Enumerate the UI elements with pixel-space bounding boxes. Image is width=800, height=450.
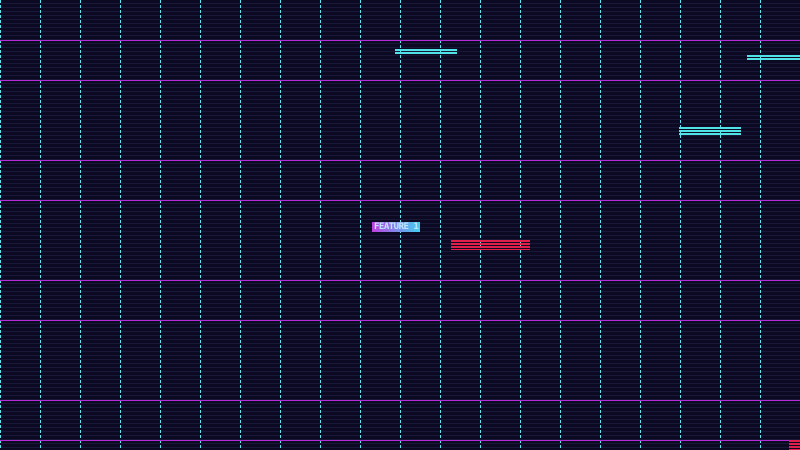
grid-line-vertical [320, 0, 321, 450]
grid-line-vertical [560, 0, 561, 450]
grid-line-horizontal [0, 160, 800, 161]
grid-line-vertical [440, 0, 441, 450]
grid-line-vertical [120, 0, 121, 450]
grid-line-vertical [600, 0, 601, 450]
grid-line-vertical [200, 0, 201, 450]
grid-line-horizontal [0, 200, 800, 201]
grid-line-vertical [80, 0, 81, 450]
grid-line-vertical [240, 0, 241, 450]
hazard-red [789, 440, 800, 450]
platform-cyan [395, 49, 457, 55]
hazard-red [451, 240, 530, 250]
grid-line-vertical [760, 0, 761, 450]
grid-line-vertical [40, 0, 41, 450]
grid-line-horizontal [0, 320, 800, 321]
grid-line-vertical [280, 0, 281, 450]
grid-line-horizontal [0, 400, 800, 401]
grid-line-horizontal [0, 280, 800, 281]
grid-line-horizontal [0, 440, 800, 441]
grid-line-vertical [680, 0, 681, 450]
grid-line-horizontal [0, 80, 800, 81]
feature-label: FEATURE 1 [372, 222, 421, 232]
platform-cyan [679, 127, 741, 136]
grid-line-vertical [640, 0, 641, 450]
grid-line-vertical [160, 0, 161, 450]
grid-line-horizontal [0, 40, 800, 41]
grid-line-vertical [720, 0, 721, 450]
grid-line-vertical [360, 0, 361, 450]
grid-line-vertical [480, 0, 481, 450]
grid-line-vertical [520, 0, 521, 450]
platform-cyan [747, 55, 800, 61]
grid-line-vertical [0, 0, 1, 450]
